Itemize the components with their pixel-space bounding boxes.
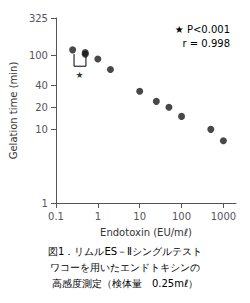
svg-text:100: 100 (172, 211, 191, 222)
svg-text:20: 20 (35, 102, 48, 113)
svg-text:0.1: 0.1 (48, 211, 64, 222)
svg-text:図1．リムルES－Ⅱシングルテスト: 図1．リムルES－Ⅱシングルテスト (48, 246, 202, 257)
svg-text:高感度測定（検体量 0.25mℓ）: 高感度測定（検体量 0.25mℓ） (52, 278, 198, 289)
svg-text:★: ★ (75, 70, 83, 80)
svg-text:325: 325 (29, 13, 48, 24)
svg-text:40: 40 (35, 80, 48, 91)
svg-text:1: 1 (95, 211, 101, 222)
svg-text:100: 100 (29, 50, 48, 61)
svg-text:1: 1 (42, 198, 48, 209)
svg-text:r = 0.998: r = 0.998 (183, 38, 230, 49)
svg-text:★ P<0.001: ★ P<0.001 (175, 24, 230, 35)
svg-text:ワコーを用いたエンドトキシンの: ワコーを用いたエンドトキシンの (50, 262, 200, 273)
svg-text:Gelation time (min): Gelation time (min) (8, 62, 19, 160)
svg-text:1000: 1000 (211, 211, 236, 222)
svg-text:Endotoxin (EU/mℓ): Endotoxin (EU/mℓ) (100, 227, 192, 238)
svg-text:10: 10 (35, 124, 48, 135)
svg-text:10: 10 (133, 211, 146, 222)
